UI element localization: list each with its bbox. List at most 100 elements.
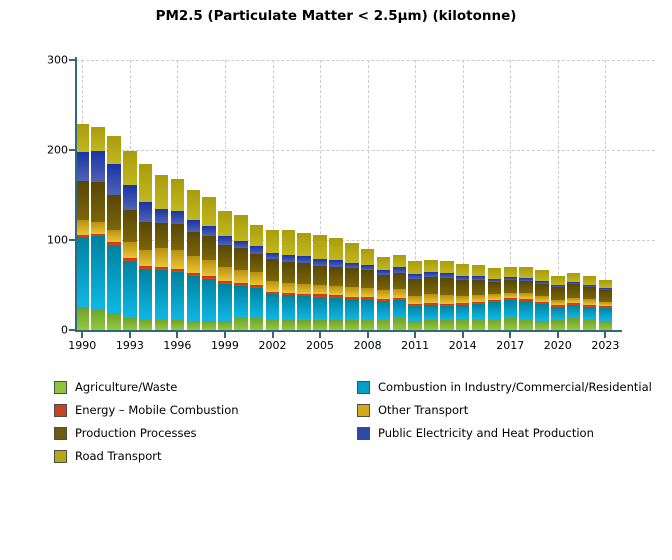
legend-swatch-icon bbox=[54, 404, 67, 417]
bar-segment bbox=[329, 260, 343, 267]
bar-segment bbox=[91, 126, 105, 151]
bar-segment bbox=[582, 275, 597, 285]
bar-segment bbox=[503, 280, 517, 293]
bar-segment bbox=[107, 244, 121, 313]
stacked-bar bbox=[313, 235, 327, 330]
bar-segment bbox=[392, 272, 407, 290]
bar-segment bbox=[424, 304, 438, 321]
x-tick-label: 1993 bbox=[115, 339, 144, 352]
bar-segment bbox=[313, 265, 327, 286]
bar-segment bbox=[376, 301, 391, 320]
bar-segment bbox=[186, 273, 200, 276]
bar-segment bbox=[471, 265, 486, 277]
stacked-bar bbox=[440, 261, 454, 330]
bar-segment bbox=[424, 276, 438, 294]
bar-segment bbox=[297, 262, 311, 284]
bar-segment bbox=[471, 302, 486, 304]
bar-segment bbox=[455, 319, 470, 330]
bar-segment bbox=[376, 319, 391, 330]
bar-segment bbox=[249, 246, 264, 254]
bar-segment bbox=[202, 196, 216, 226]
bar-segment bbox=[535, 270, 549, 281]
bar-segment bbox=[519, 278, 533, 281]
bar-segment bbox=[138, 249, 153, 267]
stacked-bar bbox=[360, 248, 375, 330]
stacked-bar bbox=[455, 263, 470, 330]
legend-label: Energy – Mobile Combustion bbox=[75, 403, 239, 417]
bar-segment bbox=[91, 233, 105, 237]
bar-segment bbox=[75, 237, 90, 307]
bar-segment bbox=[202, 321, 216, 330]
bar-segment bbox=[281, 230, 296, 256]
bar-segment bbox=[91, 181, 105, 223]
bar-segment bbox=[234, 248, 248, 270]
bar-segment bbox=[424, 271, 438, 277]
bar-segment bbox=[313, 296, 327, 321]
v-gridline bbox=[320, 60, 322, 330]
bar-segment bbox=[123, 210, 137, 242]
bar-segment bbox=[455, 303, 470, 305]
bar-segment bbox=[249, 285, 264, 288]
bar-segment bbox=[503, 318, 517, 330]
legend-swatch-icon bbox=[54, 427, 67, 440]
stacked-bar bbox=[598, 279, 613, 330]
stacked-bar bbox=[376, 257, 391, 330]
bar-segment bbox=[455, 263, 470, 276]
bar-segment bbox=[440, 277, 454, 295]
stacked-bar bbox=[234, 214, 248, 330]
bar-segment bbox=[186, 321, 200, 330]
bar-segment bbox=[107, 230, 121, 242]
bar-segment bbox=[297, 283, 311, 294]
bar-segment bbox=[123, 318, 137, 330]
bar-segment bbox=[424, 293, 438, 303]
stacked-bar bbox=[424, 260, 438, 330]
x-tick bbox=[128, 332, 131, 338]
stacked-bar bbox=[123, 150, 137, 330]
bar-segment bbox=[519, 293, 533, 299]
bar-segment bbox=[218, 236, 232, 246]
bar-segment bbox=[376, 299, 391, 302]
bar-segment bbox=[360, 287, 375, 298]
stacked-bar bbox=[265, 229, 280, 330]
bar-segment bbox=[281, 282, 296, 293]
bar-segment bbox=[218, 281, 232, 285]
bar-segment bbox=[107, 241, 121, 245]
bar-segment bbox=[345, 242, 359, 263]
legend-label: Production Processes bbox=[75, 426, 197, 440]
bar-segment bbox=[107, 164, 121, 196]
bar-segment bbox=[75, 123, 90, 152]
stacked-bar bbox=[138, 164, 153, 330]
bar-segment bbox=[329, 297, 343, 321]
bar-segment bbox=[503, 266, 517, 278]
bar-segment bbox=[392, 289, 407, 299]
bar-segment bbox=[598, 321, 613, 330]
bar-segment bbox=[455, 304, 470, 320]
v-gridline bbox=[415, 60, 417, 330]
bar-segment bbox=[186, 189, 200, 221]
stacked-bar bbox=[154, 175, 169, 330]
bar-segment bbox=[91, 236, 105, 310]
bar-segment bbox=[551, 320, 565, 330]
stacked-bar bbox=[281, 230, 296, 330]
bar-segment bbox=[440, 305, 454, 321]
bar-segment bbox=[107, 312, 121, 330]
bar-segment bbox=[281, 255, 296, 263]
bar-segment bbox=[265, 291, 280, 295]
bar-segment bbox=[313, 259, 327, 266]
v-gridline bbox=[367, 60, 369, 330]
bar-segment bbox=[138, 222, 153, 250]
bar-segment bbox=[170, 271, 185, 321]
bar-segment bbox=[265, 259, 280, 281]
x-tick-label: 2023 bbox=[591, 339, 620, 352]
bar-segment bbox=[471, 294, 486, 303]
bar-segment bbox=[218, 284, 232, 321]
chart-title: PM2.5 (Particulate Matter < 2.5µm) (kilo… bbox=[155, 8, 517, 24]
bar-segment bbox=[408, 279, 422, 296]
bar-segment bbox=[154, 209, 169, 223]
bar-segment bbox=[408, 260, 422, 275]
y-tick bbox=[69, 239, 76, 241]
x-tick bbox=[509, 332, 512, 338]
bar-segment bbox=[297, 295, 311, 321]
bar-segment bbox=[503, 277, 517, 281]
bar-segment bbox=[91, 309, 105, 330]
